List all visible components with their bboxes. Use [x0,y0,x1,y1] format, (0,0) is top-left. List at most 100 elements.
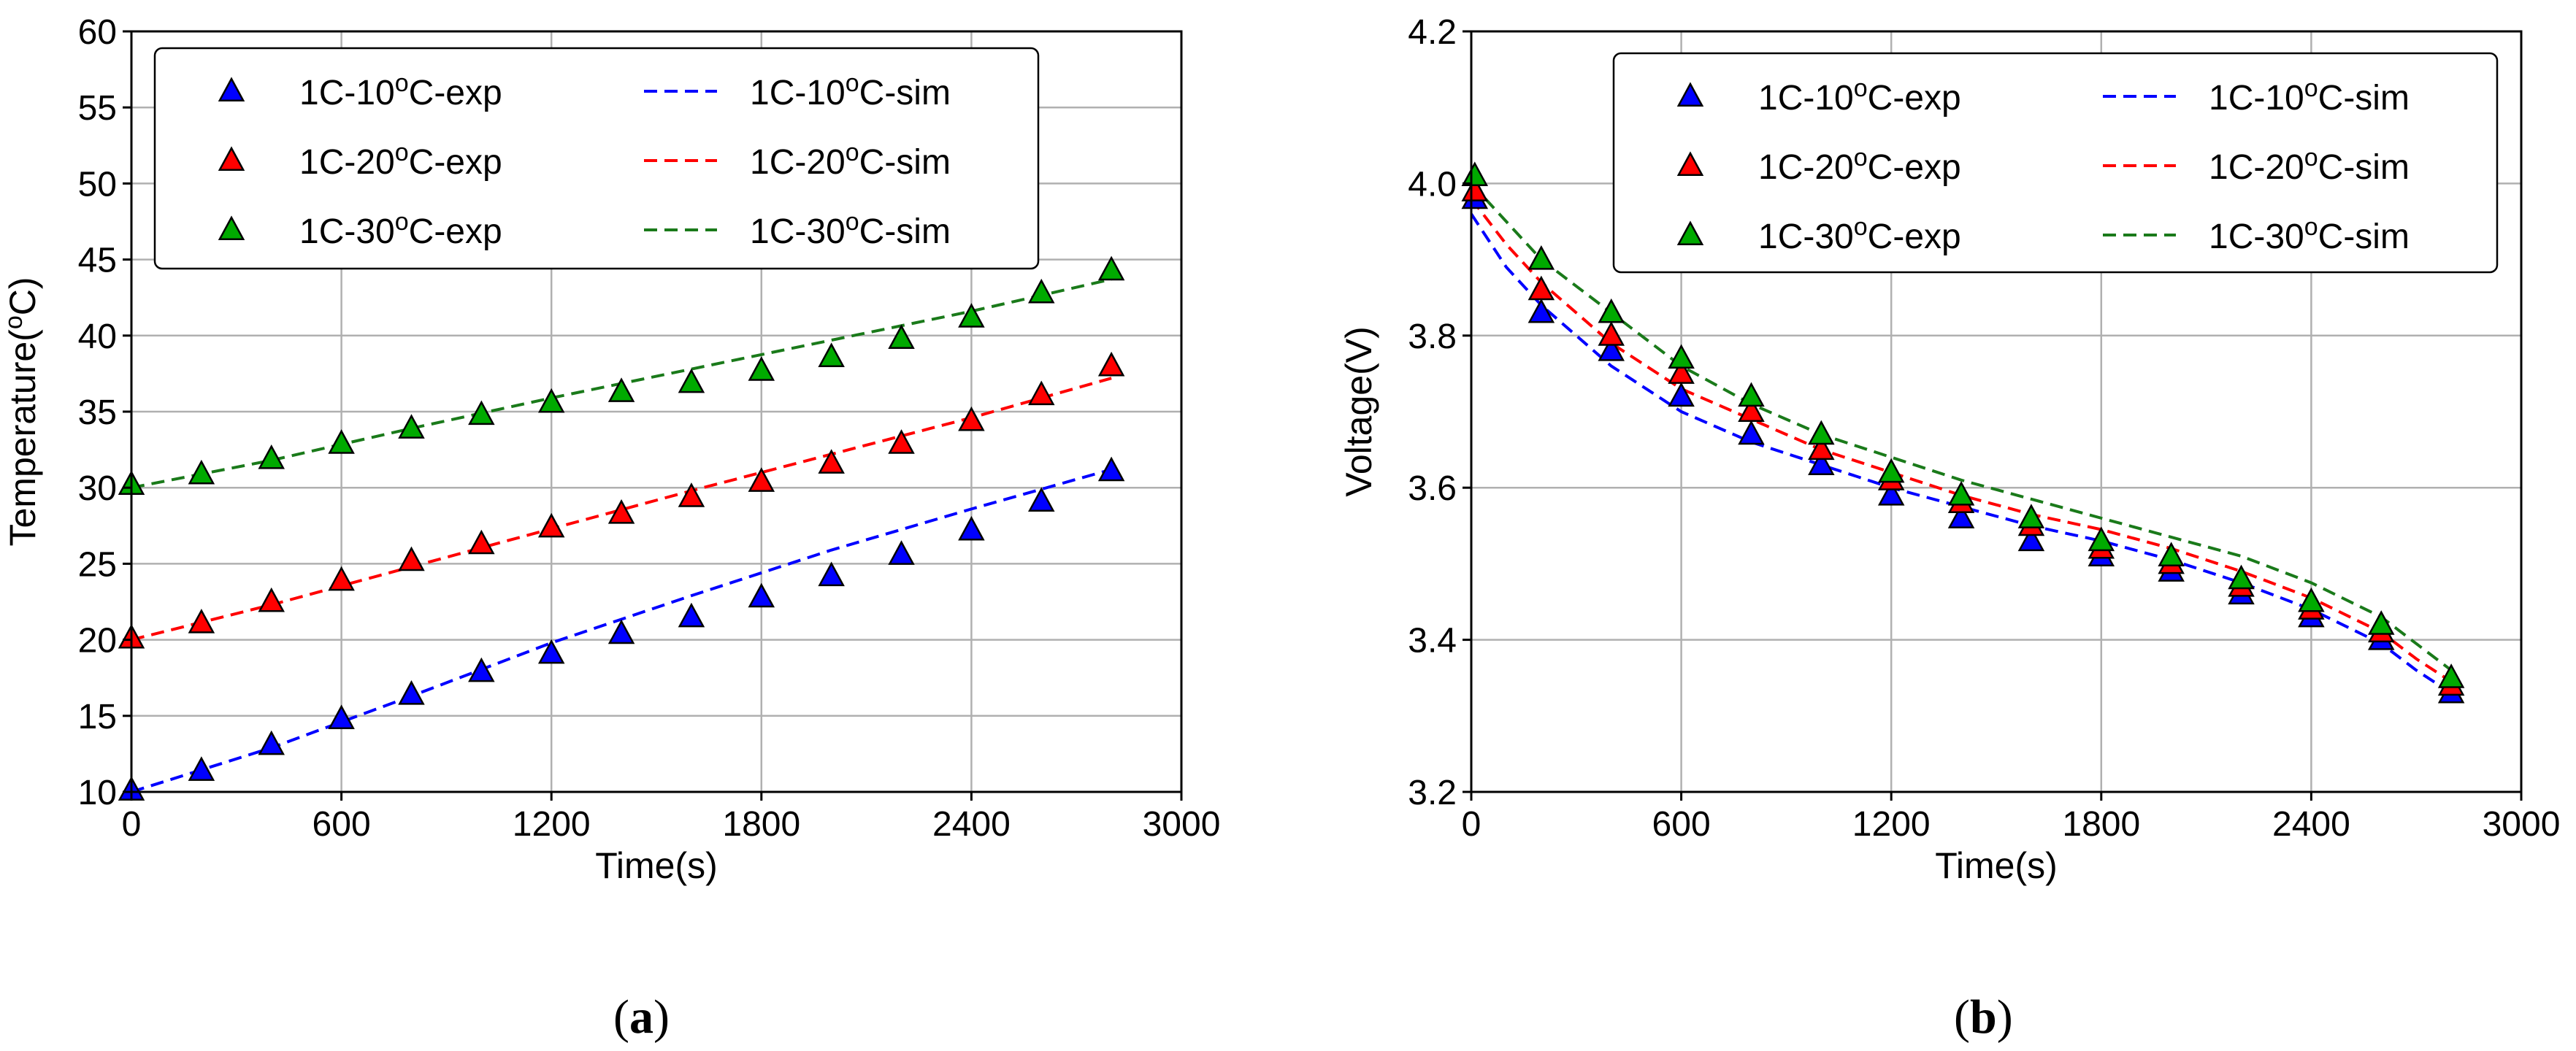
legend-exp-label: 1C-10oC-exp [299,69,502,112]
exp-data-point [468,657,495,682]
exp-data-point [328,566,355,591]
panel-b-voltage-chart: 0 600 1200 1800 2400 3000 3.2 3.4 3.6 3.8 4.0 4.2 Ti… [1338,13,2560,1044]
x-tick-label: 1200 [1852,805,1931,844]
panel-caption: (a) [613,990,670,1044]
exp-data-point [607,377,635,402]
y-tick-label: 40 [78,317,117,356]
exp-data-point [1527,298,1555,323]
sim-series-line [1470,182,2453,671]
legend-sim-label: 1C-10oC-sim [750,69,951,112]
sim-series-line [131,377,1112,642]
y-tick-label: 3.6 [1408,469,1457,508]
exp-data-point [1097,255,1125,281]
exp-data-point [2298,587,2325,612]
y-tick-label: 3.4 [1408,622,1457,661]
y-tick-label: 3.2 [1408,774,1457,812]
exp-data-point [468,529,495,555]
exp-data-point [1808,435,1835,461]
exp-data-point [1808,450,1835,475]
exp-data-point [1947,504,1975,528]
exp-data-point [818,342,845,367]
x-tick-label: 600 [313,805,371,844]
exp-data-point [958,303,985,328]
exp-data-point [678,368,705,393]
exp-data-point [537,512,565,538]
legend-sim-label: 1C-10oC-sim [2209,74,2410,118]
exp-data-point [2017,504,2045,528]
y-tick-label: 10 [78,774,117,812]
legend-sim-label: 1C-20oC-sim [2209,144,2410,187]
x-tick-label: 3000 [1143,805,1221,844]
exp-data-point [2368,610,2395,635]
exp-data-point [1598,321,1625,346]
y-axis-label: Temperature(oC) [0,277,43,546]
exp-data-point [1877,458,1905,483]
exp-data-point [328,704,355,729]
exp-data-point [1097,456,1125,482]
exp-data-point [2158,542,2185,566]
y-tick-label: 25 [78,545,117,584]
exp-data-point [188,756,215,781]
exp-data-point [958,406,985,431]
legend-exp-label: 1C-30oC-exp [299,208,502,251]
y-tick-label: 20 [78,622,117,661]
exp-data-point [888,429,915,454]
exp-data-point [958,515,985,541]
exp-data-point [258,587,285,612]
exp-data-point [398,680,425,705]
exp-data-point [1527,275,1555,301]
legend-sim-label: 1C-30oC-sim [2209,213,2410,256]
exp-data-point [1598,298,1625,323]
y-tick-label: 15 [78,698,117,736]
legend-exp-label: 1C-20oC-exp [299,139,502,182]
exp-data-point [537,639,565,664]
exp-data-point [398,546,425,571]
exp-data-point [678,482,705,507]
exp-data-point [888,324,915,349]
y-tick-label: 45 [78,242,117,280]
exp-data-point [188,609,215,634]
exp-data-point [1947,480,1975,506]
exp-data-point [607,499,635,524]
exp-data-point [2228,564,2255,590]
exp-data-point [1527,245,1555,270]
legend-exp-marker [1676,151,1704,176]
x-axis-label: Time(s) [595,845,718,886]
legend-exp-marker [218,146,245,171]
exp-data-point [258,730,285,755]
exp-data-point [1668,382,1695,407]
exp-data-point [1028,278,1055,304]
legend-exp-label: 1C-10oC-exp [1758,74,1961,118]
y-tick-label: 50 [78,165,117,204]
exp-data-point [188,459,215,485]
y-tick-label: 30 [78,469,117,508]
exp-data-point [607,619,635,644]
y-tick-label: 35 [78,393,117,432]
exp-data-point [748,356,775,381]
x-tick-label: 2400 [932,805,1011,844]
axes-frame [1470,30,2523,793]
exp-data-point [328,429,355,454]
y-axis-label: Voltage(V) [1338,326,1379,496]
exp-data-point [818,561,845,587]
x-tick-label: 1200 [513,805,591,844]
exp-data-point [1738,397,1765,422]
x-tick-label: 2400 [2272,805,2350,844]
exp-data-point [398,414,425,439]
exp-data-point [818,449,845,474]
sim-series-line [131,468,1112,793]
panel-caption: (b) [1954,990,2013,1044]
exp-data-point [1028,487,1055,512]
exp-data-point [2437,663,2465,688]
exp-data-point [1028,380,1055,406]
exp-data-point [678,602,705,628]
x-tick-label: 0 [1462,805,1481,844]
x-tick-label: 0 [122,805,142,844]
legend: 1C-10oC-exp 1C-20oC-exp 1C-30oC-exp 1C-10oC… [153,47,1040,270]
exp-data-point [1738,382,1765,407]
x-tick-label: 1800 [722,805,800,844]
exp-data-point [888,540,915,565]
legend-exp-marker [218,215,245,240]
x-tick-label: 3000 [2483,805,2561,844]
